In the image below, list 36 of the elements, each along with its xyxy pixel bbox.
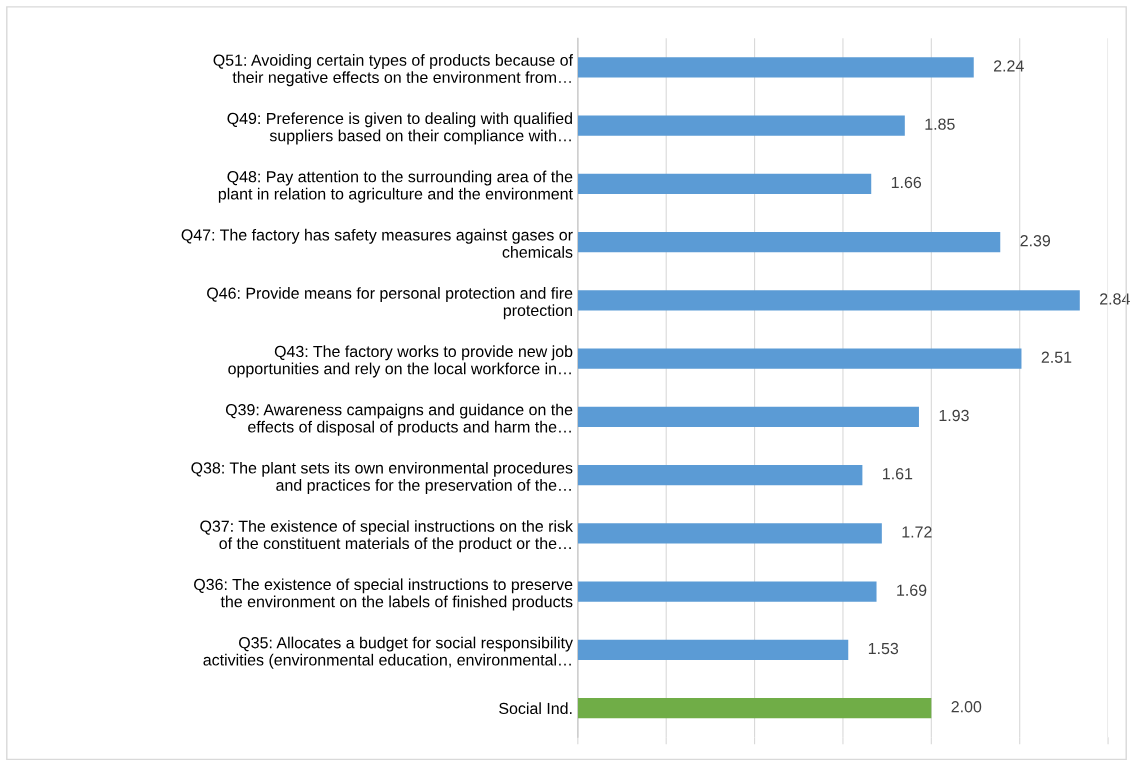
data-label: 1.69 <box>897 584 927 596</box>
bar <box>577 348 1022 369</box>
y-tick-label: Q39: Awareness campaigns and guidance on the effects of disposal of products and harm the… <box>225 403 573 436</box>
data-label: 2.39 <box>1020 235 1051 247</box>
y-tick-label: Q37: The existence of special instructions on the risk of the constituent materials of the product or the… <box>200 520 574 553</box>
y-tick-label: Q36: The existence of special instructions to preserve the environment on the labels of finished products <box>194 578 573 611</box>
bar <box>577 231 1001 253</box>
bar <box>577 697 932 719</box>
y-tick-label: Q46: Provide means for personal protection and fire protection <box>207 287 573 320</box>
bar <box>577 290 1080 311</box>
data-label: 2.24 <box>993 60 1024 72</box>
bar <box>577 581 877 602</box>
bar <box>577 115 905 136</box>
y-tick-label: Q43: The factory works to provide new job opportunities and rely on the local workforce in… <box>228 345 573 378</box>
data-label: 2.84 <box>1100 293 1130 305</box>
y-tick-label: Q38: The plant sets its own environmental procedures and practices for the preservation of the… <box>191 461 573 494</box>
y-tick-label: Q49: Preference is given to dealing with qualified suppliers based on their compliance with… <box>227 112 572 145</box>
bar <box>577 406 919 428</box>
data-label: 2.00 <box>951 701 982 713</box>
data-label: 2.51 <box>1041 351 1072 363</box>
bar <box>577 173 872 195</box>
y-tick-label: Q47: The factory has safety measures against gases or chemicals <box>181 228 573 258</box>
data-label: 1.61 <box>883 468 913 480</box>
y-tick-label: Q35: Allocates a budget for social responsibility activities (environmental education, environmental… <box>203 636 573 669</box>
bar <box>577 57 974 78</box>
data-label: 1.72 <box>902 526 932 538</box>
bar <box>577 523 882 544</box>
y-tick-label: Social Ind. <box>499 702 572 715</box>
data-label: 1.66 <box>891 176 922 189</box>
data-label: 1.53 <box>868 642 899 655</box>
bar <box>577 464 863 486</box>
data-label: 1.93 <box>939 409 969 422</box>
y-tick-label: Q51: Avoiding certain types of products because of their negative effects on the environment from… <box>213 54 574 87</box>
data-label: 1.85 <box>925 118 955 130</box>
bar <box>577 639 849 661</box>
y-tick-label: Q48: Pay attention to the surrounding area of the plant in relation to agriculture and the environment <box>218 170 573 203</box>
